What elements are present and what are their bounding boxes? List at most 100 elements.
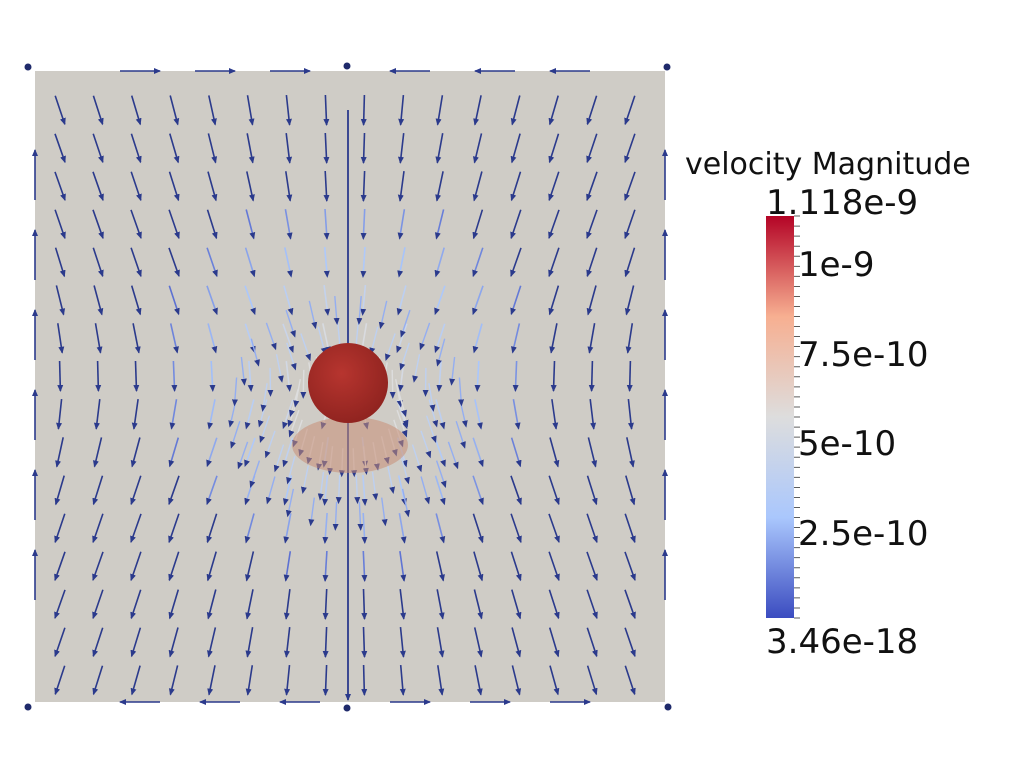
velocity-arrow [293,378,301,408]
velocity-arrow [245,551,255,582]
velocity-arrow [206,285,218,316]
velocity-arrow [625,475,636,506]
velocity-arrow [428,399,439,428]
velocity-arrow [360,285,367,316]
velocity-arrow [206,209,218,240]
velocity-arrow [472,323,483,354]
velocity-arrow [308,497,315,527]
velocity-arrow [399,550,407,582]
velocity-arrow [286,342,297,371]
velocity-arrow [550,360,557,392]
velocity-arrow [586,247,598,278]
velocity-arrow [624,513,636,544]
velocity-arrow [168,513,180,544]
velocity-arrow [54,171,66,202]
velocity-arrow [54,627,66,658]
velocity-arrow [94,323,103,354]
velocity-arrow [401,488,411,518]
velocity-arrow [626,437,635,468]
velocity-arrow [285,95,292,126]
velocity-arrow [55,437,64,468]
velocity-arrow [586,551,598,582]
velocity-arrow [92,437,103,468]
velocity-arrow [397,389,407,418]
velocity-arrow [361,664,368,696]
velocity-arrow [434,475,446,506]
velocity-arrow [283,513,292,544]
velocity-arrow [245,665,254,696]
velocity-arrow [282,399,294,430]
velocity-arrow [624,133,636,164]
velocity-arrow [511,323,521,354]
velocity-arrow [473,95,482,126]
velocity-arrow [361,588,368,620]
corner-glyph [663,63,671,71]
velocity-arrow [510,247,522,278]
velocity-arrow [322,475,329,506]
velocity-arrow [510,437,522,468]
velocity-arrow [549,665,560,696]
velocity-arrow [317,326,327,355]
velocity-arrow [472,171,483,202]
velocity-arrow [449,356,456,386]
velocity-arrow [206,551,217,582]
velocity-arrow [474,665,483,696]
velocity-arrow [322,550,329,582]
velocity-arrow [425,415,437,444]
velocity-arrow [586,589,598,620]
velocity-arrow [92,171,104,202]
velocity-arrow [207,323,218,354]
velocity-arrow [131,398,139,430]
velocity-arrow [510,95,521,126]
velocity-arrow [335,475,342,505]
velocity-arrow [356,296,363,325]
velocity-arrow [399,665,406,696]
velocity-arrow [472,437,484,468]
velocity-arrow [244,437,256,468]
velocity-arrow [435,399,446,430]
velocity-arrow [436,338,446,367]
velocity-arrow [168,247,180,278]
velocity-arrow [54,475,65,506]
velocity-arrow [627,399,634,430]
velocity-arrow [510,133,521,164]
colorbar-legend: velocity Magnitude 1.118e-9 1e-9 7.5e-10… [685,147,971,662]
velocity-arrow [130,627,142,658]
colorbar-tick-label: 2.5e-10 [798,514,929,554]
velocity-arrow [284,247,293,278]
velocity-arrow [54,513,66,544]
velocity-arrow [323,170,330,202]
velocity-arrow [130,551,142,582]
velocity-arrow [265,322,277,351]
velocity-arrow [397,170,405,202]
velocity-arrow [586,513,598,544]
velocity-arrow [357,501,364,531]
velocity-arrow [168,437,180,468]
velocity-arrow [259,415,271,444]
velocity-arrow [472,285,484,316]
velocity-arrow [361,512,368,544]
velocity-arrow [360,208,367,240]
velocity-arrow [283,285,294,316]
velocity-arrow [237,441,249,470]
velocity-arrow [133,360,140,392]
velocity-arrow [510,551,522,582]
velocity-arrow [435,551,445,582]
velocity-arrow [284,665,291,696]
velocity-arrow [369,326,379,355]
corner-glyph [24,63,32,71]
velocity-arrow [510,209,522,240]
velocity-arrow [510,285,522,316]
velocity-arrow [434,209,445,240]
velocity-arrow [244,513,255,544]
velocity-arrow [264,430,276,459]
velocity-arrow [57,360,64,392]
velocity-arrow [322,588,329,620]
velocity-arrow [548,95,559,126]
corner-glyph [24,703,32,711]
velocity-arrow [434,285,446,316]
velocity-arrow [396,323,408,354]
velocity-arrow [273,444,285,473]
velocity-arrow [435,460,447,489]
